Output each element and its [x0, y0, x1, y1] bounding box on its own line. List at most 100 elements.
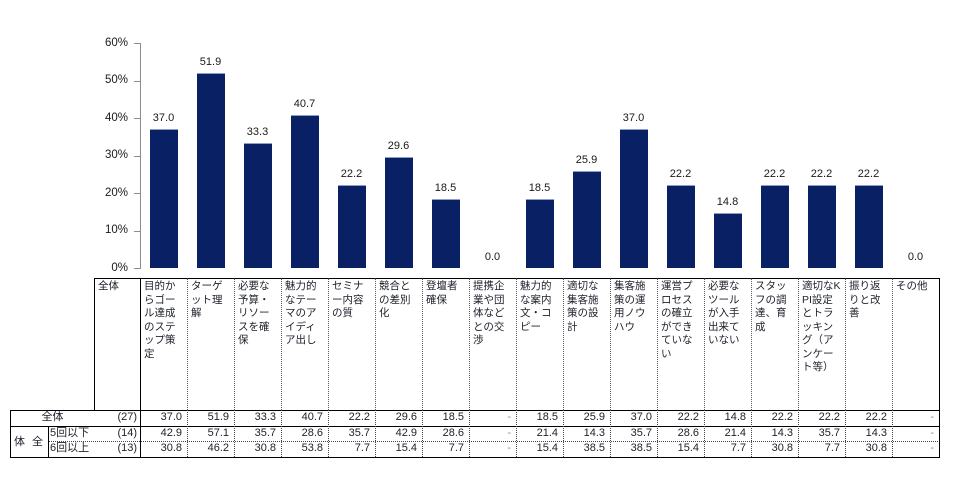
category-header-cell: 必要な予算・リソースを確保: [234, 278, 281, 410]
table-dotted-column-divider: [563, 410, 564, 457]
table-value-cell: 38.5: [630, 442, 652, 454]
table-value-cell: 25.9: [583, 411, 605, 423]
table-row-count: (13): [117, 442, 137, 454]
bar: [290, 115, 319, 268]
table-dotted-column-divider: [469, 410, 470, 457]
table-value-cell: 14.3: [771, 426, 793, 439]
table-group-divider: [48, 425, 49, 457]
table-right-border: [939, 410, 940, 457]
table-value-cell: -: [507, 426, 511, 439]
bar: [760, 184, 789, 268]
table-value-cell: 22.2: [677, 411, 699, 423]
table-value-cell: 42.9: [160, 426, 182, 439]
category-header-cell: セミナー内容の質: [328, 278, 375, 410]
table-dotted-column-divider: [328, 410, 329, 457]
y-axis-tick-label: 40%: [104, 111, 128, 124]
table-row-label: 5回以下: [50, 426, 90, 439]
bar-value-label: 14.8: [716, 195, 739, 208]
table-value-cell: -: [507, 411, 511, 423]
category-header-cell: スタッフの調達、育成: [751, 278, 798, 410]
bar-value-label: 37.0: [622, 112, 645, 125]
y-axis-tick-mark: [134, 155, 141, 157]
bar-value-label: 33.3: [246, 126, 269, 139]
table-value-cell: 33.3: [254, 411, 276, 423]
table-value-cell: 30.8: [865, 442, 887, 454]
table-value-cell: -: [930, 442, 934, 454]
table-value-cell: 14.3: [583, 426, 605, 439]
category-header-cell: 振り返りと改善: [845, 278, 892, 410]
bar: [666, 184, 695, 268]
table-dotted-column-divider: [281, 410, 282, 457]
category-header-cell: 登壇者確保: [422, 278, 469, 410]
table-value-cell: -: [930, 411, 934, 423]
bar-value-label: 0.0: [484, 251, 501, 263]
table-left-border: [10, 410, 11, 457]
y-axis-tick-mark: [134, 43, 141, 44]
y-axis-tick-mark: [134, 230, 141, 232]
table-value-cell: 18.5: [442, 411, 464, 423]
category-header-cell: 提携企業や団体などとの交渉: [469, 278, 516, 410]
table-value-cell: 22.2: [348, 411, 370, 423]
table-value-cell: 15.4: [536, 442, 558, 454]
table-value-cell: 35.7: [348, 426, 370, 439]
bar: [572, 170, 601, 268]
table-value-cell: 22.2: [818, 411, 840, 423]
table-value-cell: 30.8: [160, 442, 182, 454]
category-header-cell: 集客施策の運用ノウハウ: [610, 278, 657, 410]
table-value-cell: 18.5: [536, 411, 558, 423]
table-dotted-column-divider: [610, 410, 611, 457]
x-axis-tick-mark: [134, 268, 141, 269]
category-header-cell: 適切なKPI設定とトラッキング（アンケート等）: [798, 278, 845, 410]
bar: [384, 157, 413, 268]
table-value-cell: 22.2: [771, 411, 793, 423]
table-value-cell: 57.1: [207, 426, 229, 439]
table-value-cell: 42.9: [395, 426, 417, 439]
bar-value-label: 18.5: [434, 181, 457, 194]
category-header-cell: 必要なツールが入手出来ていない: [704, 278, 751, 410]
table-group-label: 体 全: [13, 436, 46, 448]
table-value-cell: 7.7: [730, 442, 746, 454]
table-value-cell: 21.4: [724, 426, 746, 439]
table-dotted-column-divider: [187, 410, 188, 457]
table-dotted-column-divider: [657, 410, 658, 457]
y-axis-tick-label: 0%: [111, 261, 128, 274]
table-horizontal-border: [10, 410, 940, 411]
category-header-cell: 競合との差別化: [375, 278, 422, 410]
category-header-cell: 適切な集客施策の設計: [563, 278, 610, 410]
table-value-cell: 7.7: [354, 442, 370, 454]
table-value-cell: 14.3: [865, 426, 887, 439]
category-header-cell: その他: [892, 278, 940, 410]
table-dotted-column-divider: [422, 410, 423, 457]
y-axis-tick-mark: [134, 118, 141, 119]
table-value-cell: 37.0: [630, 411, 652, 423]
table-row-label: 全体: [41, 411, 64, 423]
table-value-cell: 7.7: [824, 442, 840, 454]
bar-value-label: 25.9: [575, 153, 598, 166]
table-value-cell: 30.8: [254, 442, 276, 454]
table-horizontal-border: [10, 425, 940, 427]
table-dotted-column-divider: [751, 410, 752, 457]
table-dotted-column-divider: [375, 410, 376, 457]
y-axis-tick-label: 30%: [104, 149, 128, 161]
category-header-cell: 運営プロセスの確立ができていない: [657, 278, 704, 410]
table-value-cell: 37.0: [160, 411, 182, 423]
table-value-cell: 28.6: [442, 426, 464, 439]
table-label-data-divider: [140, 410, 141, 457]
table-row-label: 6回以上: [50, 442, 90, 454]
table-value-cell: 40.7: [301, 411, 323, 423]
table-row-count: (27): [117, 411, 137, 423]
y-axis-tick-label: 50%: [104, 74, 128, 86]
table-value-cell: 35.7: [630, 426, 652, 439]
bar-value-label: 51.9: [199, 56, 222, 69]
table-value-cell: 53.8: [301, 442, 323, 454]
table-value-cell: 15.4: [395, 442, 417, 454]
category-header-cell: ターゲット理解: [187, 278, 234, 410]
table-dotted-column-divider: [892, 410, 893, 457]
category-header-cell: 魅力的なテーマのアイディア出し: [281, 278, 328, 410]
header-corner-cell: 全体: [94, 278, 140, 410]
bar: [619, 129, 648, 268]
bar: [337, 184, 366, 268]
bar-value-label: 40.7: [293, 98, 316, 111]
bar-value-label: 22.2: [669, 167, 692, 180]
